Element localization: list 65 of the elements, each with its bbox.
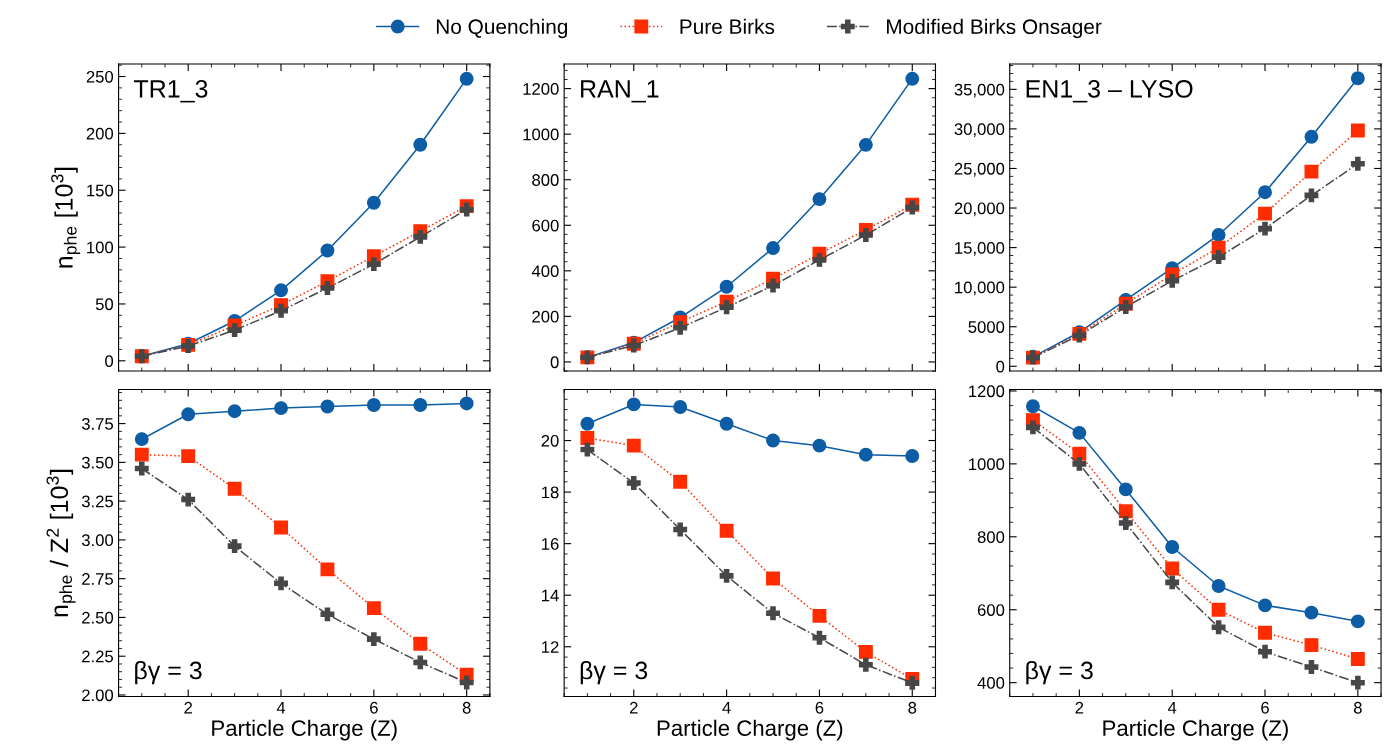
y-tick-label: 16 — [542, 538, 559, 550]
text: EN1_3 – LYSO — [1026, 80, 1193, 103]
y-tick-label: 2.50 — [82, 611, 114, 624]
y-tick-label: 5000 — [968, 321, 1005, 333]
y-tick-label: 1000 — [523, 128, 559, 141]
legend-label: No Quenching — [436, 18, 568, 39]
y-tick-label: 250 — [86, 70, 114, 83]
x-tick-label: 8 — [462, 701, 471, 714]
y-tick-label: 1000 — [969, 458, 1005, 471]
y-tick-label: 20,000 — [954, 202, 1005, 217]
x-tick-label: 2 — [184, 701, 192, 714]
y-tick-label: 100 — [87, 241, 114, 254]
y-tick-label: 600 — [977, 604, 1005, 616]
y-tick-label: 800 — [977, 531, 1005, 543]
y-tick-label: 600 — [532, 219, 559, 232]
text: RAN_1 — [581, 80, 659, 103]
y-tick-label: 0 — [105, 355, 114, 368]
y-tick-label: 200 — [86, 127, 114, 140]
y-tick-label: 0 — [550, 356, 559, 369]
y-tick-label: 2.00 — [82, 689, 114, 702]
y-tick-label: 400 — [531, 265, 559, 278]
y-tick-label: 50 — [95, 298, 114, 311]
y-tick-label: 150 — [87, 184, 114, 197]
y-tick-label: 2.75 — [82, 573, 114, 585]
y-tick-label: 18 — [542, 486, 559, 499]
y-tick-label: 0 — [996, 360, 1005, 373]
y-tick-label: 3.25 — [81, 495, 114, 508]
y-axis-title: n$_{phe}$ / Z$^{2}$ [10$^{3}$] — [46, 469, 76, 617]
y-tick-label: 3.00 — [81, 534, 114, 547]
y-tick-label: 25,000 — [954, 162, 1005, 177]
x-tick-label: 8 — [908, 701, 917, 714]
x-axis-title: Particle Charge (Z) — [1103, 719, 1288, 741]
annotation: βγ = 3 — [1026, 660, 1093, 685]
y-tick-label: 10,000 — [955, 281, 1005, 296]
annotation: βγ = 3 — [135, 660, 202, 685]
x-tick-label: 6 — [1261, 701, 1269, 714]
x-axis-title: Particle Charge (Z) — [212, 719, 397, 741]
x-tick-label: 4 — [276, 702, 286, 714]
y-tick-label: 12 — [542, 641, 559, 653]
annotation: βγ = 3 — [580, 660, 648, 685]
y-tick-label: 800 — [532, 174, 559, 186]
x-tick-label: 6 — [815, 701, 824, 714]
x-axis-title: Particle Charge (Z) — [657, 719, 843, 741]
x-tick-label: 4 — [1167, 702, 1177, 714]
y-tick-label: 35,000 — [954, 83, 1005, 98]
y-axis-title: n$_{phe}$ [10$^{3}$] — [51, 167, 81, 268]
legend-label: Pure Birks — [680, 18, 775, 35]
y-tick-label: 30,000 — [954, 123, 1005, 138]
x-tick-label: 4 — [722, 702, 731, 714]
text: TR1_3 — [133, 80, 208, 103]
y-tick-label: 14 — [542, 589, 559, 602]
y-tick-label: 1200 — [523, 83, 559, 95]
y-tick-label: 3.75 — [81, 417, 114, 430]
y-tick-label: 1200 — [969, 385, 1005, 398]
y-tick-label: 200 — [532, 310, 559, 323]
y-tick-label: 400 — [977, 677, 1005, 689]
y-tick-label: 3.50 — [81, 456, 114, 469]
x-tick-label: 8 — [1353, 701, 1362, 714]
y-tick-label: 2.25 — [82, 650, 114, 663]
legend-label: Modified Birks Onsager — [887, 18, 1102, 39]
x-tick-label: 2 — [629, 701, 638, 714]
x-tick-label: 6 — [370, 701, 378, 714]
x-tick-label: 2 — [1075, 701, 1084, 714]
y-tick-label: 20 — [541, 434, 559, 447]
y-tick-label: 15,000 — [955, 242, 1005, 256]
